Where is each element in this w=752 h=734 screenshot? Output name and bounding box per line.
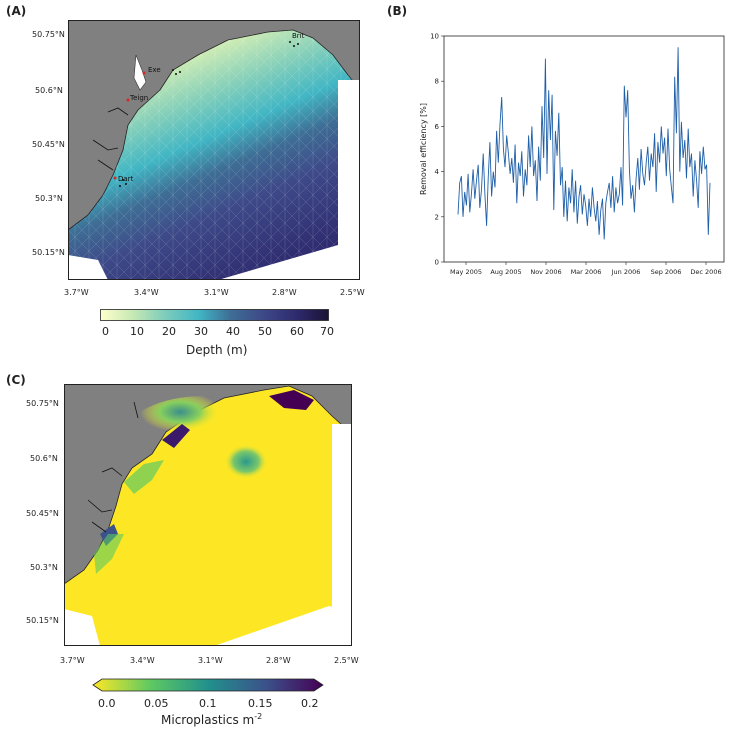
depth-tick-0: 0 bbox=[102, 325, 109, 338]
chart-plot-area bbox=[443, 35, 725, 263]
a-lat-tick-0: 50.75°N bbox=[32, 30, 65, 39]
panel-a-map: Exe Teign Dart Brit bbox=[68, 20, 360, 280]
microplastics-colorbar bbox=[92, 678, 324, 692]
c-lat-tick-2: 50.45°N bbox=[26, 509, 59, 518]
x-tick-label: Aug 2005 bbox=[490, 268, 521, 276]
domain-cut-white-bottom bbox=[218, 245, 360, 280]
mp-tick-3: 0.15 bbox=[248, 697, 273, 710]
panel-a-label: (A) bbox=[6, 4, 27, 18]
y-tick-label: 8 bbox=[435, 78, 439, 86]
mesh-overlay bbox=[68, 30, 360, 280]
mp-tick-0: 0.0 bbox=[98, 697, 116, 710]
coastal-green-south bbox=[94, 534, 124, 574]
depth-tick-7: 70 bbox=[320, 325, 334, 338]
dart-marker bbox=[113, 176, 117, 180]
place-label-teign: Teign bbox=[129, 94, 148, 102]
y-axis-label: Removal efficiency [%] bbox=[419, 103, 428, 195]
y-tick-label: 0 bbox=[435, 259, 439, 267]
domain-boundary-white-c bbox=[332, 424, 352, 646]
c-lon-tick-3: 2.8°W bbox=[266, 656, 291, 665]
map-frame-c bbox=[64, 384, 352, 646]
depth-tick-6: 60 bbox=[290, 325, 304, 338]
x-tick-label: Nov 2006 bbox=[530, 268, 561, 276]
coastal-green-band bbox=[124, 460, 164, 494]
panel-c-label: (C) bbox=[6, 373, 26, 387]
depth-tick-2: 20 bbox=[162, 325, 176, 338]
a-lon-tick-0: 3.7°W bbox=[64, 288, 89, 297]
a-lat-tick-2: 50.45°N bbox=[32, 140, 65, 149]
depth-tick-1: 10 bbox=[130, 325, 144, 338]
c-lon-tick-1: 3.4°W bbox=[130, 656, 155, 665]
removal-efficiency-chart: 0 2 4 6 8 10 May 2005 Aug 2005 Nov 2006 Mar 2006… bbox=[419, 33, 725, 276]
depth-colorbar-title: Depth (m) bbox=[186, 343, 248, 357]
depth-tick-3: 30 bbox=[194, 325, 208, 338]
y-tick-label: 4 bbox=[435, 168, 440, 176]
panel-c-map bbox=[64, 384, 352, 646]
place-label-dart: Dart bbox=[118, 175, 134, 183]
a-lat-tick-3: 50.3°N bbox=[35, 194, 63, 203]
c-lon-tick-4: 2.5°W bbox=[334, 656, 359, 665]
place-label-brit: Brit bbox=[292, 32, 305, 40]
domain-cut-white bbox=[68, 255, 108, 280]
a-lon-tick-3: 2.8°W bbox=[272, 288, 297, 297]
y-tick-label: 6 bbox=[435, 123, 440, 131]
x-tick-label: Mar 2006 bbox=[571, 268, 602, 276]
microplastics-colorbar-title: Microplastics m-2 bbox=[161, 712, 262, 727]
c-lat-tick-0: 50.75°N bbox=[26, 399, 59, 408]
mp-tick-4: 0.2 bbox=[301, 697, 319, 710]
mp-title-text: Microplastics m bbox=[161, 713, 255, 727]
series-line-removal-efficiency bbox=[457, 47, 711, 240]
x-tick-label: Sep 2006 bbox=[651, 268, 682, 276]
c-lat-tick-1: 50.6°N bbox=[30, 454, 58, 463]
high-concentration-exe bbox=[162, 424, 190, 448]
a-lat-tick-4: 50.15°N bbox=[32, 248, 65, 257]
c-lat-tick-4: 50.15°N bbox=[26, 616, 59, 625]
exe-marker bbox=[142, 71, 146, 75]
c-lon-tick-0: 3.7°W bbox=[60, 656, 85, 665]
domain-cut-white-c bbox=[64, 609, 100, 646]
map-frame bbox=[68, 20, 360, 280]
high-concentration-brixham bbox=[269, 390, 314, 410]
central-patch bbox=[174, 428, 294, 524]
x-tick-label: May 2005 bbox=[450, 268, 482, 276]
x-tick-label: Dec 2006 bbox=[690, 268, 721, 276]
mp-tick-2: 0.1 bbox=[199, 697, 217, 710]
exe-estuary bbox=[133, 54, 147, 91]
mp-tick-1: 0.05 bbox=[144, 697, 169, 710]
depth-tick-5: 50 bbox=[258, 325, 272, 338]
depth-colorbar bbox=[100, 309, 329, 321]
y-tick-label: 10 bbox=[430, 33, 439, 41]
place-label-exe: Exe bbox=[148, 66, 161, 74]
river-lines-c bbox=[87, 401, 139, 533]
a-lon-tick-4: 2.5°W bbox=[340, 288, 365, 297]
c-lat-tick-3: 50.3°N bbox=[30, 563, 58, 572]
a-lat-tick-1: 50.6°N bbox=[35, 86, 63, 95]
panel-b-label: (B) bbox=[387, 4, 408, 18]
a-lon-tick-1: 3.4°W bbox=[134, 288, 159, 297]
depth-tick-4: 40 bbox=[226, 325, 240, 338]
river-lines bbox=[92, 107, 129, 171]
c-lon-tick-2: 3.1°W bbox=[198, 656, 223, 665]
reef-markers bbox=[119, 41, 299, 187]
a-lon-tick-2: 3.1°W bbox=[204, 288, 229, 297]
domain-boundary-white bbox=[338, 80, 360, 280]
mp-title-exponent: -2 bbox=[254, 712, 263, 721]
x-tick-label: Jun 2006 bbox=[611, 268, 641, 276]
y-tick-label: 2 bbox=[435, 213, 439, 221]
domain-cut-white-c-bottom bbox=[214, 606, 352, 646]
teign-marker bbox=[126, 98, 130, 102]
